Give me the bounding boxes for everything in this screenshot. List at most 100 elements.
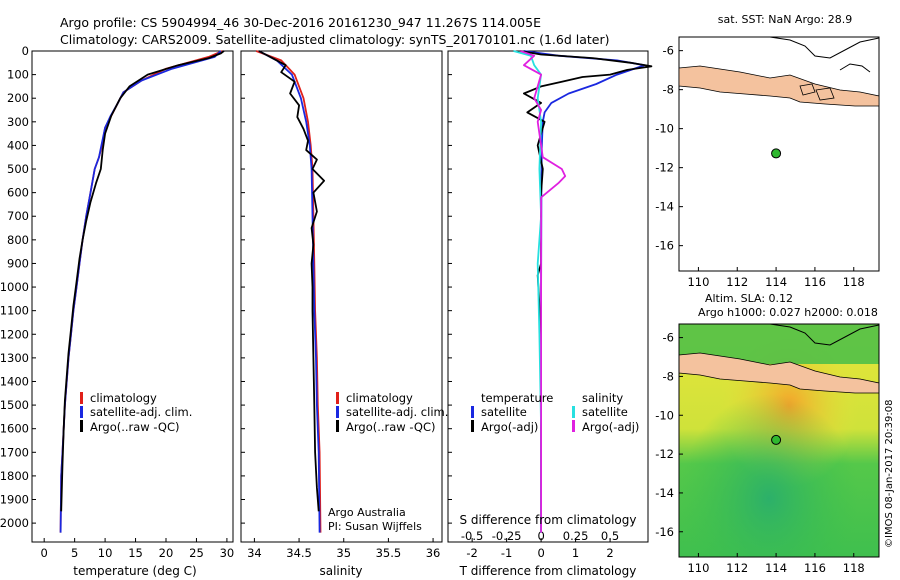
map-y-tick-label: -8	[663, 83, 674, 97]
x-tick-label: 10	[98, 546, 113, 560]
map-y-tick-label: -10	[655, 122, 674, 136]
map-x-tick-label: 114	[765, 561, 787, 575]
s-difference-tick-label: 0.5	[601, 529, 619, 543]
legend-satellite-swatch	[336, 406, 339, 418]
difference-plot: -2 -1 0 1 2 -0.5 -0.25 0 0.25 0.5	[461, 50, 653, 560]
map-x-tick-label: 116	[804, 275, 826, 289]
sla-map-title-2: Argo h1000: 0.027 h2000: 0.018	[698, 306, 878, 319]
depth-tick-label: 400	[7, 138, 29, 152]
borneo-coast	[769, 323, 880, 346]
title-line-1: Argo profile: CS 5904994_46 30-Dec-2016 …	[60, 15, 541, 30]
depth-tick-label: 1000	[0, 280, 29, 294]
depth-tick-label: 1600	[0, 422, 29, 436]
argo-australia-note: Argo Australia	[328, 506, 406, 519]
s-difference-tick-label: 0	[537, 529, 544, 543]
series-line	[520, 50, 653, 533]
x-tick-label: 20	[159, 546, 174, 560]
legend-climatology: climatology	[346, 391, 413, 405]
legend-t-argo: Argo(-adj)	[481, 420, 538, 434]
difference-panel-frame	[447, 50, 649, 543]
map-y-tick-label: -6	[663, 331, 674, 345]
difference-legend: temperature satellite Argo(-adj) salinit…	[471, 391, 639, 434]
sla-map	[678, 323, 880, 558]
depth-tick-label: 700	[7, 209, 29, 223]
map-x-tick-label: 118	[843, 275, 865, 289]
legend-s-argo: Argo(-adj)	[582, 420, 639, 434]
x-tick-label: 1	[572, 546, 579, 560]
map-y-tick-label: -16	[655, 525, 674, 539]
sst-map	[678, 36, 880, 272]
temperature-plot: 0 5 10 15 20 25 30	[41, 50, 235, 560]
depth-tick-label: 0	[22, 44, 29, 58]
bali-lombok	[799, 83, 835, 101]
series-line	[59, 50, 222, 533]
legend-argo: Argo(..raw -QC)	[346, 420, 436, 434]
x-tick-label: 30	[220, 546, 235, 560]
legend-t-satellite: satellite	[481, 405, 527, 419]
series-line	[258, 50, 321, 533]
salinity-legend: climatology satellite-adj. clim. Argo(..…	[336, 391, 448, 434]
depth-tick-label: 2000	[0, 516, 29, 530]
legend-t-argo-swatch	[471, 420, 474, 432]
argo-location-marker	[771, 148, 782, 159]
series-line	[258, 50, 326, 512]
depth-tick-label: 900	[7, 256, 29, 270]
map-x-tick-label: 118	[843, 561, 865, 575]
series-line	[59, 50, 223, 533]
map-y-tick-label: -6	[663, 44, 674, 58]
x-tick-label: 0	[537, 546, 544, 560]
depth-tick-label: 1500	[0, 398, 29, 412]
sla-map-title-1: Altim. SLA: 0.12	[705, 292, 793, 305]
temperature-legend: climatology satellite-adj. clim. Argo(..…	[80, 391, 192, 434]
x-tick-label: -2	[466, 546, 477, 560]
x-tick-label: 15	[128, 546, 143, 560]
series-line	[255, 50, 322, 533]
x-tick-label: 35.5	[376, 546, 402, 560]
map-x-tick-label: 112	[726, 561, 748, 575]
sla-map-frame	[678, 323, 880, 558]
imos-timestamp: ©IMOS 08-Jan-2017 20:39:08	[884, 399, 895, 548]
salinity-panel-frame	[240, 50, 443, 543]
map-y-tick-label: -12	[655, 447, 674, 461]
map-y-tick-label: -12	[655, 161, 674, 175]
depth-axis: 0 100 200 300 400 500 600 700 800 900 1000 1100 1200…	[0, 44, 452, 530]
temperature-panel-frame	[31, 50, 234, 543]
depth-tick-label: 1100	[0, 304, 29, 318]
temperature-xlabel: temperature (deg C)	[73, 564, 196, 578]
s-difference-label: S difference from climatology	[460, 513, 637, 527]
title-line-2: Climatology: CARS2009. Satellite-adjuste…	[60, 32, 610, 47]
map-y-tick-label: -14	[655, 200, 674, 214]
x-tick-label: 25	[189, 546, 204, 560]
legend-salinity-title: salinity	[582, 391, 623, 405]
legend-satellite: satellite-adj. clim.	[346, 405, 448, 419]
map-x-tick-label: 114	[765, 275, 787, 289]
s-difference-tick-label: 0.25	[563, 529, 589, 543]
depth-tick-label: 1900	[0, 493, 29, 507]
argo-location-marker	[771, 434, 782, 445]
salinity-xlabel: salinity	[319, 564, 362, 578]
depth-tick-label: 600	[7, 186, 29, 200]
depth-tick-label: 1200	[0, 327, 29, 341]
depth-tick-label: 1800	[0, 469, 29, 483]
legend-temperature-title: temperature	[481, 391, 553, 405]
map-x-tick-label: 110	[687, 561, 709, 575]
map-y-tick-label: -10	[655, 408, 674, 422]
map-x-tick-label: 110	[687, 275, 709, 289]
pi-note: PI: Susan Wijffels	[328, 520, 422, 533]
sst-map-title: sat. SST: NaN Argo: 28.9	[718, 13, 852, 26]
depth-tick-label: 500	[7, 162, 29, 176]
series-line	[513, 50, 542, 533]
x-tick-label: -1	[501, 546, 512, 560]
legend-satellite: satellite-adj. clim.	[90, 405, 192, 419]
legend-argo-swatch	[336, 420, 339, 432]
depth-tick-label: 1300	[0, 351, 29, 365]
map-x-tick-label: 116	[804, 561, 826, 575]
legend-s-argo-swatch	[572, 420, 575, 432]
depth-tick-label: 800	[7, 233, 29, 247]
depth-tick-label: 1400	[0, 374, 29, 388]
x-tick-label: 34	[247, 546, 262, 560]
island-outline	[839, 63, 871, 73]
legend-argo-swatch	[80, 420, 83, 432]
x-tick-label: 5	[71, 546, 78, 560]
